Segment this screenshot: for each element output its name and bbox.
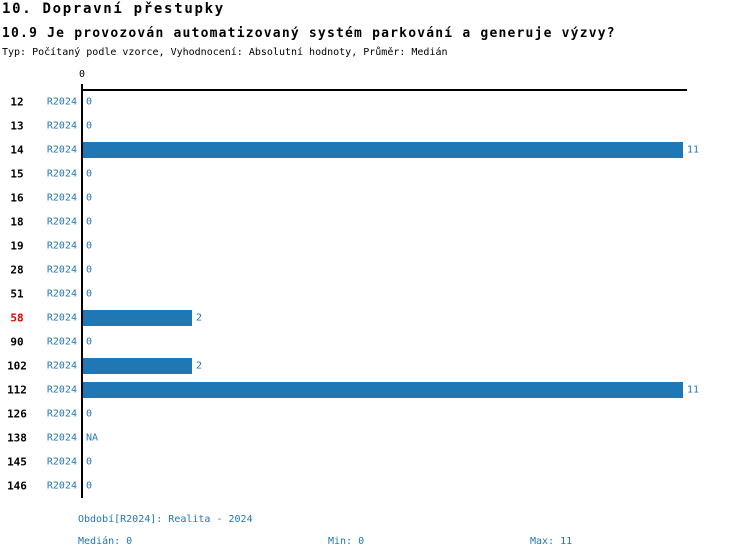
table-row: 13 R2024 0 [0,114,750,138]
table-row: 51 R2024 0 [0,282,750,306]
value-label: NA [86,432,99,443]
value-label: 11 [687,384,700,395]
value-label: 0 [86,120,93,131]
row-category-label: 138 [7,431,27,444]
x-axis-line [82,89,687,91]
row-series-tag: R2024 [46,480,77,491]
value-label: 0 [86,168,93,179]
row-series-tag: R2024 [46,336,77,347]
row-series-tag: R2024 [46,432,77,443]
row-category-label: 14 [10,143,24,156]
table-row: 146 R2024 0 [0,474,750,498]
value-label: 0 [86,456,93,467]
table-row: 90 R2024 0 [0,330,750,354]
row-series-tag: R2024 [46,288,77,299]
row-series-tag: R2024 [46,216,77,227]
value-label: 0 [86,264,93,275]
value-label: 0 [86,336,93,347]
table-row: 28 R2024 0 [0,258,750,282]
table-row: 16 R2024 0 [0,186,750,210]
row-category-label: 102 [7,359,27,372]
value-label: 11 [687,144,700,155]
x-axis-tick-label: 0 [78,69,86,80]
page-title: 10. Dopravní přestupky [2,1,225,17]
table-row: 18 R2024 0 [0,210,750,234]
row-series-tag: R2024 [46,120,77,131]
y-axis-line [81,84,83,498]
row-category-label: 146 [7,479,27,492]
row-series-tag: R2024 [46,144,77,155]
value-label: 0 [86,192,93,203]
row-series-tag: R2024 [46,360,77,371]
row-category-label: 18 [10,215,24,228]
row-series-tag: R2024 [46,168,77,179]
bar [83,357,192,374]
footer-min-label: Min: 0 [328,536,365,547]
table-row: 15 R2024 0 [0,162,750,186]
row-series-tag: R2024 [46,384,77,395]
table-row: 145 R2024 0 [0,450,750,474]
bar [83,309,192,326]
table-row: 58 R2024 2 [0,306,750,330]
bar [83,141,683,158]
row-category-label: 12 [10,95,24,108]
row-category-label: 51 [10,287,24,300]
row-category-label: 145 [7,455,27,468]
bar [83,381,683,398]
chart-meta-line: Typ: Počítaný podle vzorce, Vyhodnocení:… [2,47,448,58]
footer-period-label: Období[R2024]: Realita - 2024 [78,514,253,525]
row-series-tag: R2024 [46,96,77,107]
row-category-label: 58 [10,311,24,324]
value-label: 0 [86,480,93,491]
row-series-tag: R2024 [46,312,77,323]
row-series-tag: R2024 [46,408,77,419]
row-category-label: 90 [10,335,24,348]
chart-subtitle: 10.9 Je provozován automatizovaný systém… [2,26,616,41]
table-row: 14 R2024 11 [0,138,750,162]
value-label: 2 [196,312,203,323]
row-category-label: 19 [10,239,24,252]
row-category-label: 16 [10,191,24,204]
table-row: 19 R2024 0 [0,234,750,258]
value-label: 0 [86,288,93,299]
footer-max-label: Max: 11 [530,536,573,547]
table-row: 12 R2024 0 [0,90,750,114]
value-label: 0 [86,240,93,251]
footer-median-label: Medián: 0 [78,536,133,547]
row-category-label: 112 [7,383,27,396]
row-series-tag: R2024 [46,264,77,275]
row-series-tag: R2024 [46,192,77,203]
value-label: 2 [196,360,203,371]
table-row: 138 R2024 NA [0,426,750,450]
value-label: 0 [86,216,93,227]
row-category-label: 28 [10,263,24,276]
table-row: 112 R2024 11 [0,378,750,402]
row-series-tag: R2024 [46,240,77,251]
row-category-label: 126 [7,407,27,420]
row-category-label: 15 [10,167,24,180]
table-row: 102 R2024 2 [0,354,750,378]
value-label: 0 [86,408,93,419]
value-label: 0 [86,96,93,107]
row-category-label: 13 [10,119,24,132]
row-series-tag: R2024 [46,456,77,467]
table-row: 126 R2024 0 [0,402,750,426]
